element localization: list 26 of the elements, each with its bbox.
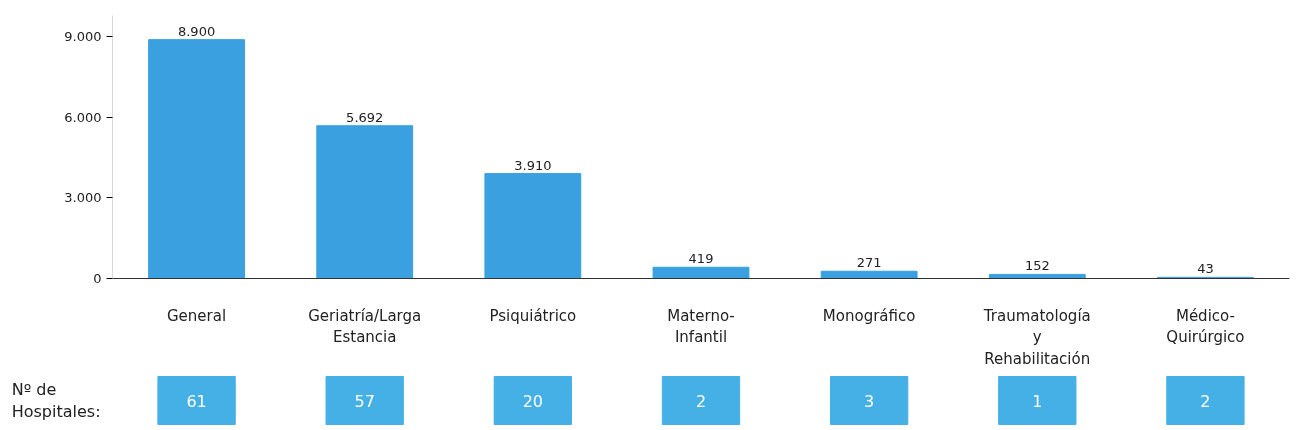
x-tick-label: Materno-Infantil: [667, 306, 735, 347]
text: 20: [522, 391, 544, 411]
data-label: 5.692: [346, 109, 384, 125]
x-tick-label: Geriatría/Larga Estancia: [308, 306, 422, 347]
x-tick-label: Traumatología y Rehabilitación: [982, 306, 1091, 368]
data-label: 3.910: [514, 157, 552, 173]
text: 2: [1200, 391, 1211, 411]
data-label: 271: [856, 255, 882, 271]
x-tick-label: General: [167, 306, 227, 325]
x-tick-label: Médico-Quirúrgico: [1166, 306, 1245, 347]
text: 61: [186, 391, 207, 411]
x-tick-label: Monográfico: [822, 306, 916, 325]
y-tick-label: 3.000: [64, 190, 102, 206]
y-tick-label: 0: [93, 271, 102, 286]
data-label: 419: [688, 251, 714, 267]
text: 57: [354, 391, 375, 411]
text: Nº de Hospitales:: [11, 379, 101, 422]
text: 3: [864, 391, 875, 411]
x-tick-label: Psiquiátrico: [489, 306, 577, 325]
text: 1: [1032, 391, 1043, 411]
data-label: 8.900: [177, 23, 216, 39]
text: 2: [695, 391, 707, 411]
y-tick-label: 6.000: [64, 109, 102, 125]
data-label: 152: [1024, 258, 1050, 274]
data-label: 43: [1197, 261, 1214, 277]
y-tick-label: 9.000: [64, 29, 102, 45]
